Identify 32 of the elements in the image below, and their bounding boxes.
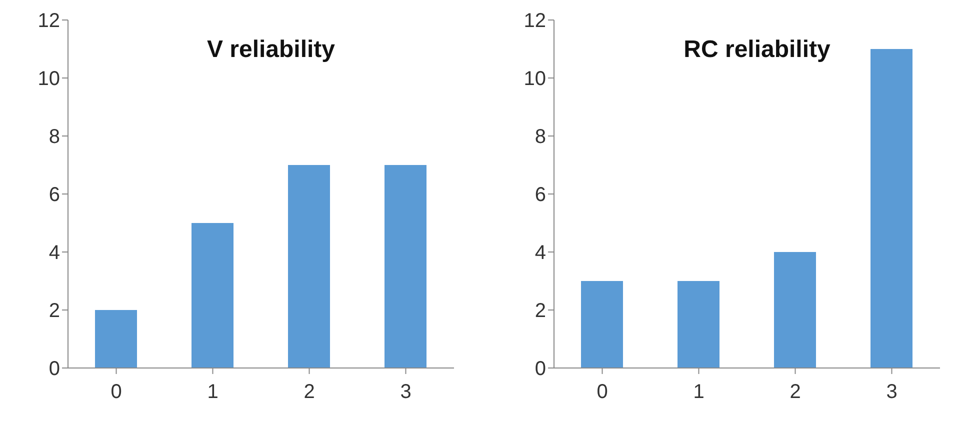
- y-tick-label: 10: [524, 68, 546, 90]
- bar: [192, 223, 234, 368]
- text: RC reliability: [682, 36, 832, 64]
- bar: [384, 165, 426, 368]
- bar: [581, 281, 623, 368]
- y-tick-label: 8: [534, 126, 546, 148]
- y-tick-label: 10: [38, 68, 60, 90]
- y-tick-label: 4: [534, 242, 546, 264]
- x-tick-label: 3: [886, 381, 898, 404]
- y-tick-label: 2: [48, 300, 60, 322]
- bar: [95, 310, 137, 368]
- bar: [288, 165, 330, 368]
- y-tick-label: 8: [48, 126, 60, 148]
- y-tick-label: 0: [48, 358, 60, 380]
- y-tick-label: 12: [524, 10, 546, 32]
- bar: [678, 281, 720, 368]
- x-tick-label: 2: [790, 381, 801, 404]
- x-tick-label: 1: [693, 381, 704, 404]
- y-tick-label: 6: [534, 184, 546, 206]
- x-tick-label: 1: [207, 381, 218, 404]
- bar: [774, 252, 816, 368]
- y-tick-label: 2: [534, 300, 546, 322]
- bar: [870, 49, 912, 368]
- x-tick-label: 2: [304, 381, 315, 404]
- x-tick-label: 0: [110, 381, 122, 404]
- y-tick-label: 4: [48, 242, 60, 264]
- y-tick-label: 0: [534, 358, 546, 380]
- text: V reliability: [206, 36, 336, 64]
- x-tick-label: 0: [596, 381, 608, 404]
- x-tick-label: 3: [400, 381, 412, 404]
- y-tick-label: 6: [48, 184, 60, 206]
- y-tick-label: 12: [38, 10, 60, 32]
